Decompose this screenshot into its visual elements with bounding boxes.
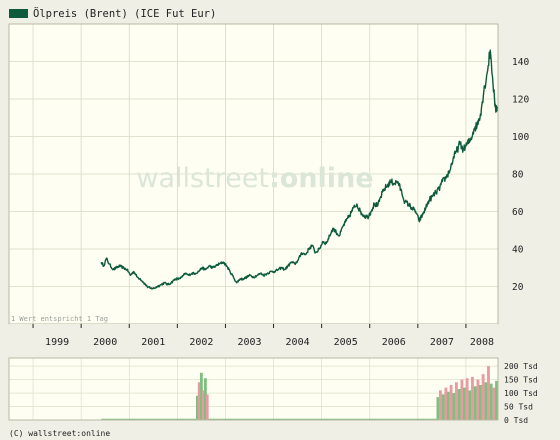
price-y-tick-label: 120 bbox=[512, 95, 529, 106]
x-axis: 1999 2000 2001 2002 2003 2004 2005 2006 2007 2008 bbox=[32, 324, 494, 348]
watermark: wallstreet:online bbox=[136, 163, 373, 194]
volume-bar bbox=[201, 390, 205, 420]
x-tick-label: 1999 bbox=[45, 337, 69, 348]
volume-bar bbox=[473, 386, 477, 420]
volume-gridlines bbox=[9, 358, 498, 420]
volume-bar bbox=[495, 380, 498, 420]
volume-y-tick-label: 150 Tsd bbox=[504, 376, 538, 385]
resolution-note: 1 Wert entspricht 1 Tag bbox=[11, 315, 108, 323]
volume-bar bbox=[463, 387, 466, 420]
price-y-tick-label: 20 bbox=[512, 282, 524, 293]
volume-bar bbox=[444, 387, 448, 420]
x-tick-label: 2002 bbox=[189, 337, 213, 348]
x-tick-label: 2004 bbox=[286, 337, 310, 348]
volume-y-tick-label: 50 Tsd bbox=[504, 403, 533, 412]
watermark-part2: :online bbox=[269, 163, 374, 194]
copyright-note: (C) wallstreet:online bbox=[9, 429, 110, 438]
price-y-axis: 20 40 60 80 100 120 140 bbox=[512, 57, 529, 293]
volume-y-tick-label: 100 Tsd bbox=[504, 389, 538, 398]
volume-bar bbox=[481, 374, 485, 420]
price-y-tick-label: 100 bbox=[512, 132, 529, 143]
price-y-tick-label: 140 bbox=[512, 57, 529, 68]
volume-bar bbox=[441, 394, 445, 420]
volume-bar bbox=[205, 394, 209, 420]
volume-bar bbox=[204, 378, 207, 420]
price-y-tick-label: 60 bbox=[512, 207, 524, 218]
x-tick-label: 2005 bbox=[334, 337, 358, 348]
volume-bar bbox=[197, 382, 201, 420]
x-tick-label: 2008 bbox=[470, 337, 494, 348]
legend-swatch bbox=[9, 9, 28, 18]
price-gridlines bbox=[9, 24, 498, 324]
volume-bars bbox=[195, 366, 498, 420]
volume-bar bbox=[492, 387, 496, 420]
volume-bar bbox=[465, 378, 469, 420]
volume-bar bbox=[471, 376, 474, 420]
volume-bar bbox=[195, 395, 199, 420]
volume-bar bbox=[476, 379, 480, 420]
volume-y-axis: 0 Tsd 50 Tsd 100 Tsd 150 Tsd 200 Tsd bbox=[504, 362, 538, 425]
watermark-part1: wallstreet bbox=[136, 163, 269, 194]
x-tick-label: 2003 bbox=[237, 337, 261, 348]
volume-y-tick-label: 0 Tsd bbox=[504, 416, 528, 425]
price-y-tick-label: 80 bbox=[512, 170, 524, 181]
legend-label: Ölpreis (Brent) (ICE Fut Eur) bbox=[33, 7, 216, 20]
volume-bar bbox=[199, 372, 203, 420]
x-tick-label: 2001 bbox=[141, 337, 165, 348]
volume-bar bbox=[479, 384, 482, 420]
x-tick-label: 2007 bbox=[430, 337, 454, 348]
price-y-tick-label: 40 bbox=[512, 245, 524, 256]
price-series-line bbox=[100, 49, 498, 290]
volume-bar bbox=[484, 382, 488, 420]
volume-bar bbox=[438, 390, 442, 420]
x-axis-band bbox=[9, 324, 498, 348]
volume-bar bbox=[489, 383, 493, 420]
volume-y-tick-label: 200 Tsd bbox=[504, 362, 538, 371]
volume-bar bbox=[446, 391, 450, 420]
volume-bar bbox=[487, 366, 490, 420]
volume-bar bbox=[460, 379, 464, 420]
x-tick-label: 2006 bbox=[382, 337, 406, 348]
volume-bar bbox=[449, 384, 453, 420]
volume-bar bbox=[436, 397, 440, 420]
volume-plot-area bbox=[9, 358, 498, 420]
volume-bar bbox=[468, 390, 472, 420]
volume-bar bbox=[455, 382, 458, 420]
volume-bar bbox=[452, 393, 456, 420]
x-tick-label: 2000 bbox=[93, 337, 117, 348]
volume-bar bbox=[457, 389, 461, 420]
volume-plot-frame bbox=[8, 357, 499, 421]
